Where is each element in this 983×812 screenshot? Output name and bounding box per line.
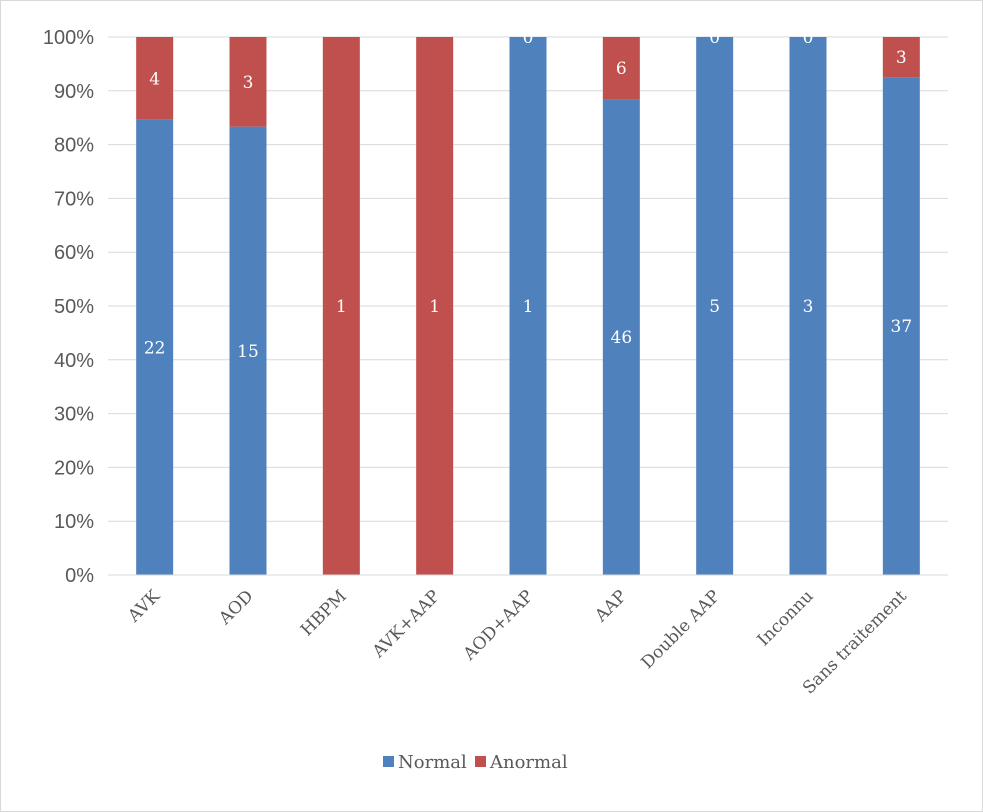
y-tick-label: 50% [54,296,94,318]
data-label: 5 [709,297,720,317]
bar-segment [789,37,827,575]
x-category-label: Sans traitement [799,586,911,698]
y-tick-label: 90% [54,81,94,103]
bar-segment [136,37,174,120]
y-tick-label: 70% [54,188,94,210]
data-label: 6 [616,59,627,79]
y-tick-label: 30% [54,404,94,426]
legend-swatch [383,756,394,767]
x-category-label: AOD [215,586,258,629]
data-label: 0 [523,28,534,48]
bar-segment [602,99,640,576]
data-label: 46 [611,328,633,348]
y-tick-label: 20% [54,457,94,479]
x-category-label: AVK+AAP [368,586,444,662]
x-category-label: HBPM [297,586,351,640]
bar-segment [882,77,920,575]
bar-segment [696,37,734,575]
legend-swatch [475,756,486,767]
data-label: 0 [803,28,814,48]
bar-segment [416,37,454,575]
data-label: 0 [336,566,347,586]
bar-segment [322,37,360,575]
data-label: 15 [237,342,259,362]
bar-segment [229,126,267,576]
y-tick-label: 10% [54,511,94,533]
data-label: 1 [429,297,440,317]
bar-segment [882,37,920,78]
data-label: 3 [243,73,254,93]
data-label: 3 [803,297,814,317]
y-tick-label: 100% [43,27,94,49]
y-tick-label: 40% [54,350,94,372]
data-label: 1 [336,297,347,317]
y-tick-label: 0% [65,565,94,587]
bar-segment [136,119,174,576]
data-label: 4 [149,69,160,89]
x-category-label: Inconnu [754,586,818,650]
data-label: 22 [144,338,166,358]
data-label: 3 [896,48,907,68]
bar-segment [509,37,547,575]
x-category-label: Double AAP [638,586,725,673]
y-tick-label: 80% [54,135,94,157]
bar-segment [229,37,267,127]
y-tick-label: 60% [54,242,94,264]
x-category-label: AAP [591,586,631,626]
data-label: 37 [891,317,913,337]
data-label: 0 [429,566,440,586]
bar-segment [602,37,640,100]
legend-label: Normal [398,752,467,773]
data-label: 0 [709,28,720,48]
data-label: 1 [523,297,534,317]
x-category-label: AVK [124,586,165,627]
x-category-label: AOD+AAP [459,586,538,665]
legend-label: Anormal [489,752,568,773]
